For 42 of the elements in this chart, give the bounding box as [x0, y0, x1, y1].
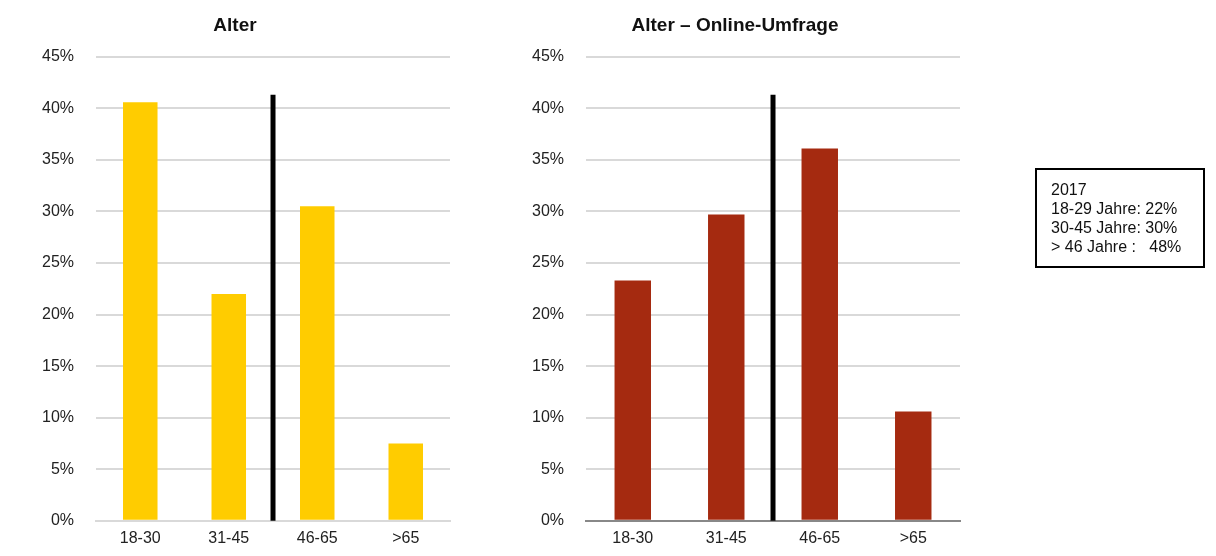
- y-tick-label: 25%: [41, 253, 75, 271]
- bar: [801, 148, 838, 520]
- y-tick-label: 40%: [531, 98, 565, 116]
- y-tick-label: 0%: [540, 511, 565, 529]
- bar: [895, 411, 932, 520]
- x-tick-label: 46-65: [799, 528, 841, 546]
- y-tick-label: 45%: [41, 47, 75, 65]
- y-tick-label: 30%: [531, 201, 565, 219]
- bar: [211, 293, 247, 520]
- y-tick-label: 30%: [41, 201, 75, 219]
- text: 2017: [1051, 181, 1087, 198]
- y-tick-label: 10%: [41, 408, 75, 426]
- x-tick-label: 18-30: [612, 528, 654, 546]
- chart-title: Alter: [213, 13, 258, 35]
- y-tick-label: 40%: [41, 98, 75, 116]
- x-tick-label: 46-65: [296, 528, 338, 546]
- chart-title: Alter – Online-Umfrage: [631, 13, 839, 35]
- x-tick-label: 31-45: [208, 528, 250, 546]
- x-tick-label: 18-30: [119, 528, 161, 546]
- bar: [388, 443, 424, 520]
- y-tick-label: 10%: [531, 408, 565, 426]
- text: 30-45 Jahre: 30%: [1051, 219, 1178, 236]
- bar: [300, 206, 335, 520]
- text: 18-29 Jahre: 22%: [1051, 200, 1178, 217]
- y-tick-label: 5%: [50, 459, 75, 477]
- y-tick-label: 0%: [50, 511, 75, 529]
- x-tick-label: >65: [899, 528, 927, 546]
- x-tick-label: >65: [392, 528, 420, 546]
- text: > 46 Jahre : 48%: [1051, 238, 1182, 255]
- bar: [123, 102, 158, 520]
- y-tick-label: 15%: [531, 356, 565, 374]
- bar: [708, 214, 745, 520]
- y-tick-label: 15%: [41, 356, 75, 374]
- y-tick-label: 20%: [41, 304, 75, 322]
- y-tick-label: 20%: [531, 304, 565, 322]
- y-tick-label: 35%: [41, 150, 75, 168]
- bar: [614, 280, 651, 520]
- y-tick-label: 25%: [531, 253, 565, 271]
- y-tick-label: 35%: [531, 150, 565, 168]
- x-tick-label: 31-45: [705, 528, 747, 546]
- y-tick-label: 45%: [531, 47, 565, 65]
- y-tick-label: 5%: [540, 459, 565, 477]
